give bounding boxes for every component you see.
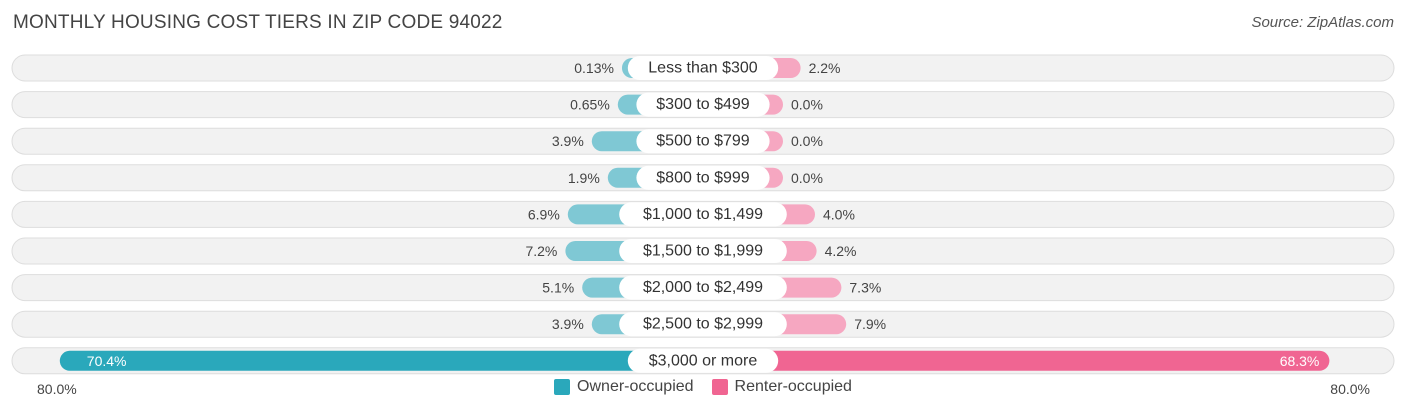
value-label-owner: 5.1% xyxy=(542,280,574,296)
category-label: $2,000 to $2,499 xyxy=(643,279,763,296)
category-pill xyxy=(636,129,770,154)
value-label-renter: 0.0% xyxy=(791,97,823,113)
category-label: $1,000 to $1,499 xyxy=(643,206,763,223)
value-label-owner: 0.65% xyxy=(570,97,610,113)
value-label-owner: 70.4% xyxy=(87,353,127,369)
axis-left-label: 80.0% xyxy=(37,381,77,397)
legend-item-owner[interactable]: Owner-occupied xyxy=(554,378,694,396)
legend-swatch-owner xyxy=(554,379,571,395)
value-label-renter: 4.2% xyxy=(825,243,857,259)
value-label-owner: 6.9% xyxy=(528,206,560,222)
category-label: Less than $300 xyxy=(648,60,758,77)
category-label: $500 to $799 xyxy=(656,133,750,150)
chart-title: MONTHLY HOUSING COST TIERS IN ZIP CODE 9… xyxy=(13,12,503,33)
category-label: $1,500 to $1,999 xyxy=(643,243,763,260)
category-pill xyxy=(636,92,770,117)
value-label-renter: 4.0% xyxy=(823,206,855,222)
bar-renter xyxy=(703,350,1330,371)
bar-owner xyxy=(59,350,704,371)
legend-swatch-renter xyxy=(711,379,728,395)
category-label: $2,500 to $2,999 xyxy=(643,316,763,333)
value-label-renter: 68.3% xyxy=(1280,353,1320,369)
category-pill xyxy=(619,275,787,300)
value-label-owner: 7.2% xyxy=(525,243,557,259)
value-label-owner: 3.9% xyxy=(552,133,584,149)
value-label-renter: 7.9% xyxy=(854,316,886,332)
category-label: $3,000 or more xyxy=(649,352,758,369)
value-label-renter: 7.3% xyxy=(849,280,881,296)
category-pill xyxy=(627,348,779,373)
category-label: $300 to $499 xyxy=(656,96,750,113)
value-label-renter: 2.2% xyxy=(809,60,841,76)
legend: Owner-occupied Renter-occupied xyxy=(0,378,1406,396)
value-label-renter: 0.0% xyxy=(791,133,823,149)
category-pill xyxy=(619,202,787,227)
legend-label-renter: Renter-occupied xyxy=(734,378,852,395)
value-label-owner: 0.13% xyxy=(574,60,614,76)
category-pill xyxy=(619,239,787,263)
legend-item-renter[interactable]: Renter-occupied xyxy=(711,378,852,396)
category-label: $800 to $999 xyxy=(656,169,750,186)
value-label-owner: 3.9% xyxy=(552,316,584,332)
legend-label-owner: Owner-occupied xyxy=(577,378,694,395)
value-label-renter: 0.0% xyxy=(791,170,823,186)
category-pill xyxy=(619,312,787,337)
value-label-owner: 1.9% xyxy=(568,170,600,186)
axis-right-label: 80.0% xyxy=(1330,381,1370,397)
category-pill xyxy=(627,56,779,80)
category-pill xyxy=(636,165,770,190)
source-label: Source: ZipAtlas.com xyxy=(1251,14,1394,31)
